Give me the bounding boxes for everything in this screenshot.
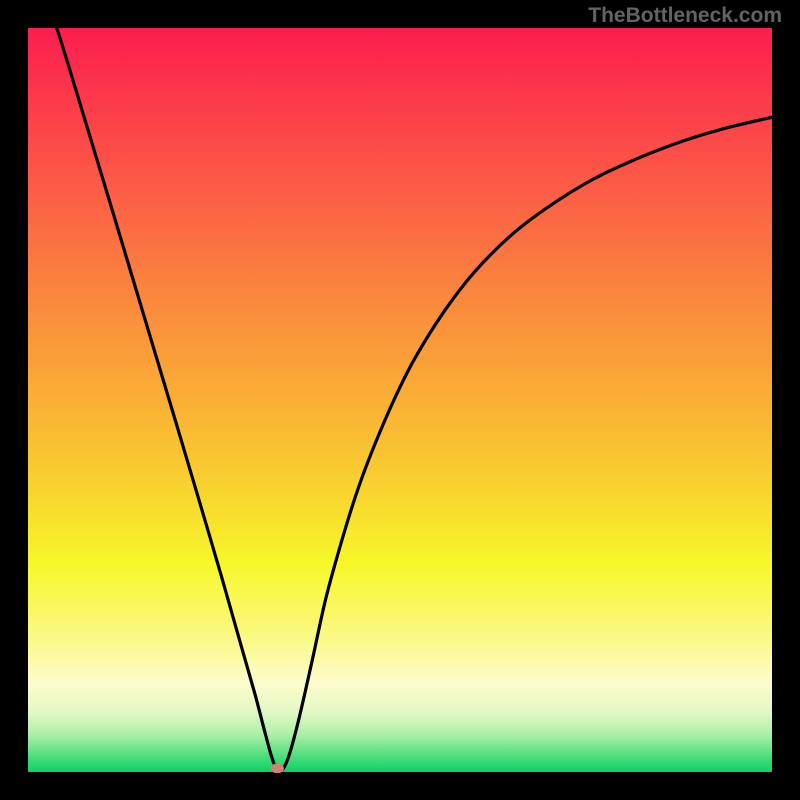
chart-root: TheBottleneck.com [0,0,800,800]
bottleneck-chart-svg [0,0,800,800]
chart-gradient-area [28,28,772,772]
watermark-text: TheBottleneck.com [588,4,782,28]
optimal-point-marker [271,763,284,773]
